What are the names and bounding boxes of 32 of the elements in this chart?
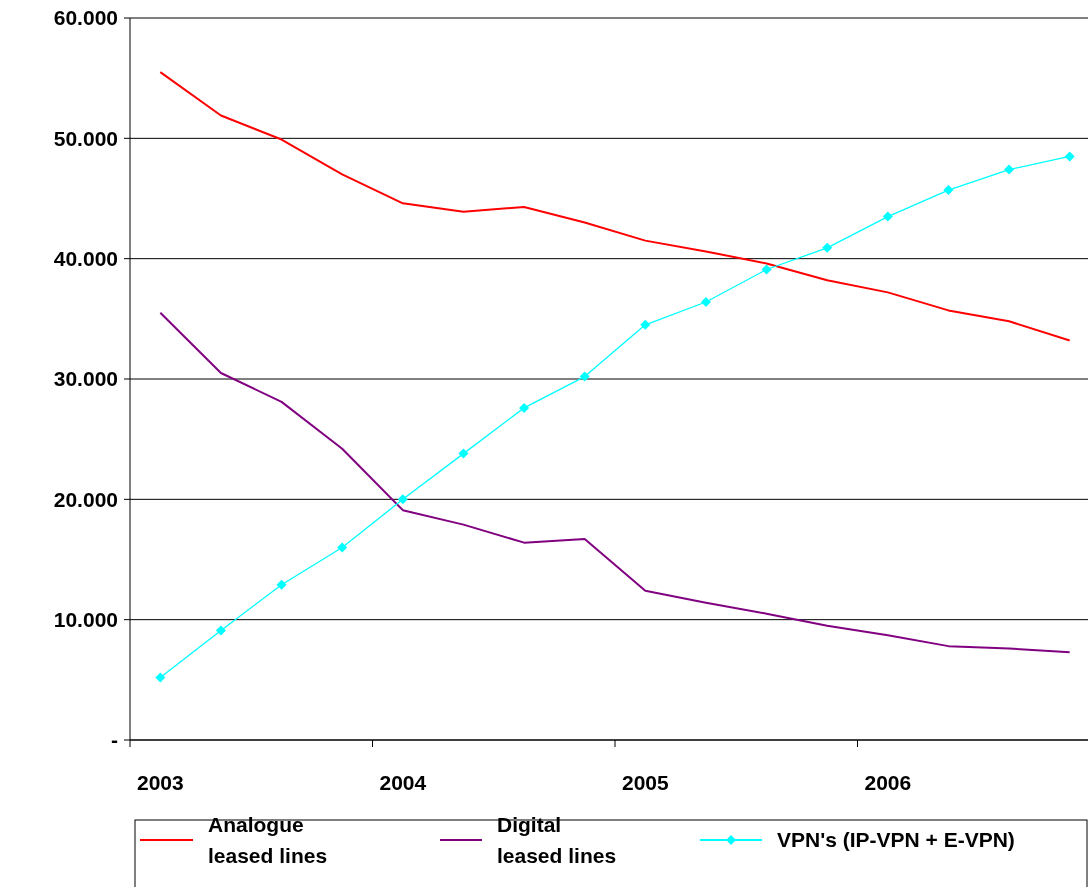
- y-tick-label: 20.000: [53, 487, 118, 511]
- point: [458, 448, 469, 459]
- y-tick-label: 40.000: [53, 247, 118, 271]
- line-series: [159, 311, 1071, 654]
- point: [276, 579, 287, 590]
- x-tick-label: 2004: [379, 771, 427, 794]
- x-tick-label: 2005: [621, 771, 669, 794]
- line-series: [159, 71, 1071, 342]
- point: [519, 402, 530, 413]
- legend-label: Digital leased lines: [497, 812, 617, 867]
- point: [397, 494, 408, 505]
- point: [1004, 164, 1015, 175]
- y-tick-label: 10.000: [53, 608, 118, 632]
- point: [822, 242, 833, 253]
- y-tick-label: 60.000: [53, 6, 118, 30]
- x-tick-label: 2006: [864, 771, 912, 794]
- point: [943, 185, 954, 196]
- point: [215, 625, 226, 636]
- point: [882, 211, 893, 222]
- legend-label: Analogue leased lines: [208, 812, 328, 867]
- point: [700, 296, 711, 307]
- y-tick-label: 50.000: [53, 126, 118, 150]
- point: [640, 319, 651, 330]
- y-tick-label: -: [111, 728, 118, 752]
- legend-label: VPN's (IP-VPN + E-VPN): [777, 828, 1015, 852]
- y-tick-label: 30.000: [53, 367, 118, 391]
- x-tick-label: 2003: [136, 771, 184, 794]
- point: [1064, 151, 1075, 162]
- point: [337, 542, 348, 553]
- point: [579, 371, 590, 382]
- point: [155, 672, 166, 683]
- point: [761, 264, 772, 275]
